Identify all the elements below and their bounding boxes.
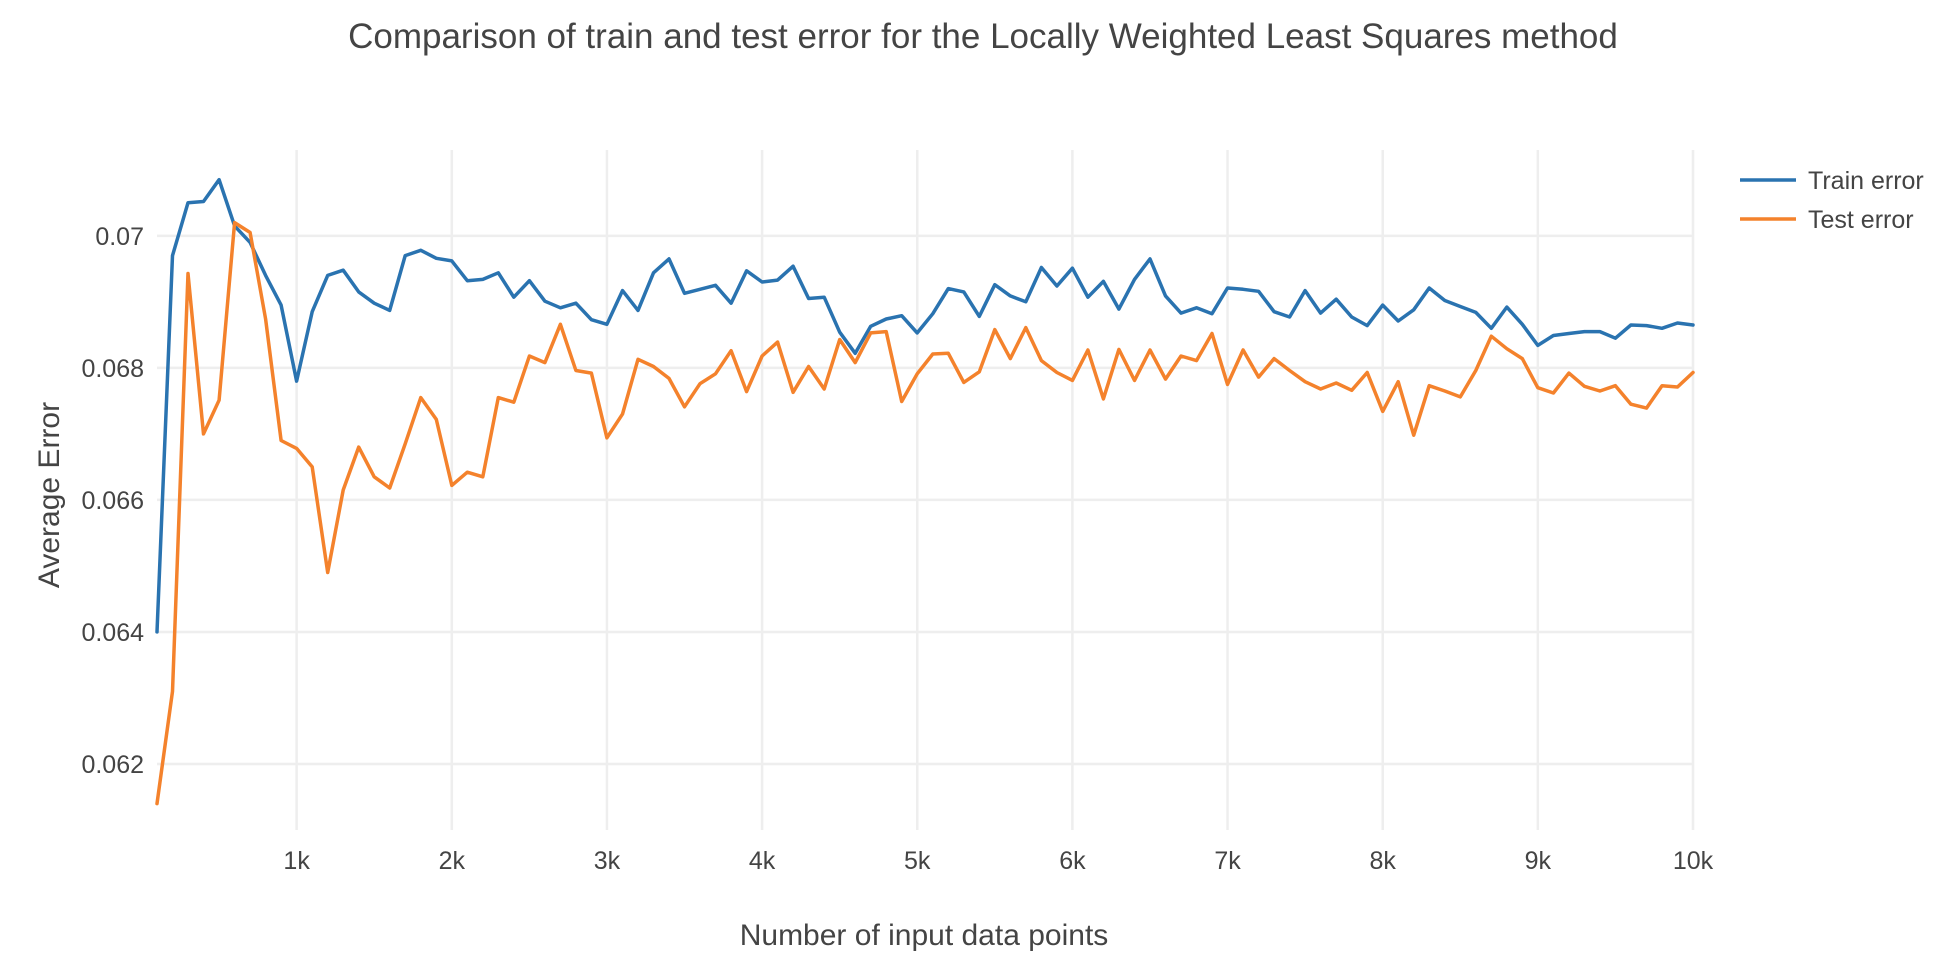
- x-tick-label: 1k: [283, 847, 310, 875]
- x-tick-label: 7k: [1214, 847, 1241, 875]
- test-error-line: [155, 220, 1695, 806]
- x-tick-label: 5k: [904, 847, 931, 875]
- x-tick-label: 6k: [1059, 847, 1086, 875]
- legend-label-test-error: Test error: [1808, 206, 1914, 234]
- y-tick-label: 0.062: [81, 751, 144, 779]
- y-tick-label: 0.068: [81, 355, 144, 383]
- x-tick-label: 2k: [439, 847, 466, 875]
- y-tick-label: 0.064: [81, 619, 144, 647]
- chart-title: Comparison of train and test error for t…: [348, 17, 1618, 56]
- legend-label-train-error: Train error: [1808, 167, 1924, 195]
- x-axis-tick-labels: 1k 2k 3k 4k 5k 6k 7k 8k 9k 10k: [283, 847, 1713, 875]
- x-tick-label: 3k: [594, 847, 621, 875]
- y-tick-label: 0.07: [95, 223, 144, 251]
- y-gridlines: [157, 234, 1693, 766]
- x-gridlines: [295, 150, 1695, 830]
- x-axis-title: Number of input data points: [740, 919, 1109, 952]
- x-tick-label: 10k: [1673, 847, 1714, 875]
- x-tick-label: 9k: [1525, 847, 1552, 875]
- series-lines: [155, 177, 1695, 806]
- x-tick-label: 8k: [1369, 847, 1396, 875]
- x-tick-label: 4k: [749, 847, 776, 875]
- y-axis-title: Average Error: [33, 402, 66, 588]
- train-error-line: [155, 177, 1695, 634]
- legend: Train error Test error: [1740, 167, 1924, 234]
- y-tick-label: 0.066: [81, 487, 144, 515]
- y-axis-tick-labels: 0.062 0.064 0.066 0.068 0.07: [81, 223, 144, 779]
